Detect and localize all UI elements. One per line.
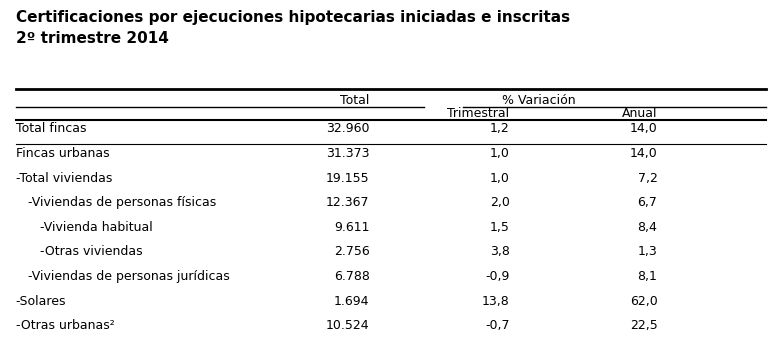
Text: -Solares: -Solares [16,295,66,308]
Text: 1,2: 1,2 [490,122,510,135]
Text: 6.788: 6.788 [334,270,370,283]
Text: 12.367: 12.367 [326,196,370,209]
Text: 6,7: 6,7 [637,196,657,209]
Text: 14,0: 14,0 [629,147,657,160]
Text: Anual: Anual [622,107,657,120]
Text: 1,3: 1,3 [638,246,657,259]
Text: Fincas urbanas: Fincas urbanas [16,147,109,160]
Text: 8,1: 8,1 [637,270,657,283]
Text: 31.373: 31.373 [326,147,370,160]
Text: Certificaciones por ejecuciones hipotecarias iniciadas e inscritas
2º trimestre : Certificaciones por ejecuciones hipoteca… [16,10,569,46]
Text: 13,8: 13,8 [482,295,510,308]
Text: -Otras viviendas: -Otras viviendas [16,246,142,259]
Text: Trimestral: Trimestral [447,107,510,120]
Text: 1,5: 1,5 [489,221,510,234]
Text: 19.155: 19.155 [326,172,370,185]
Text: 32.960: 32.960 [326,122,370,135]
Text: 8,4: 8,4 [637,221,657,234]
Text: 1,0: 1,0 [489,172,510,185]
Text: 1,0: 1,0 [489,147,510,160]
Text: 9.611: 9.611 [334,221,370,234]
Text: -0,9: -0,9 [485,270,510,283]
Text: -Viviendas de personas físicas: -Viviendas de personas físicas [16,196,216,209]
Text: Total fincas: Total fincas [16,122,86,135]
Text: -Vivienda habitual: -Vivienda habitual [16,221,152,234]
Text: 7,2: 7,2 [637,172,657,185]
Text: -Viviendas de personas jurídicas: -Viviendas de personas jurídicas [16,270,230,283]
Text: -0,7: -0,7 [485,319,510,332]
Text: 3,8: 3,8 [489,246,510,259]
Text: -Otras urbanas²: -Otras urbanas² [16,319,114,332]
Text: 2.756: 2.756 [334,246,370,259]
Text: 62,0: 62,0 [629,295,657,308]
Text: Total: Total [340,94,370,107]
Text: 10.524: 10.524 [326,319,370,332]
Text: % Variación: % Variación [502,94,576,107]
Text: 1.694: 1.694 [334,295,370,308]
Text: -Total viviendas: -Total viviendas [16,172,112,185]
Text: 22,5: 22,5 [629,319,657,332]
Text: 14,0: 14,0 [629,122,657,135]
Text: 2,0: 2,0 [489,196,510,209]
